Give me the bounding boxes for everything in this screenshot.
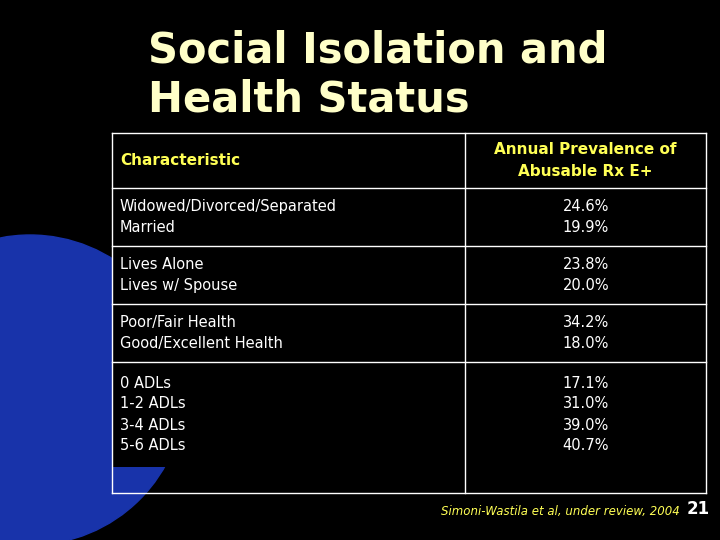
Text: Health Status: Health Status (148, 78, 469, 120)
Text: 0 ADLs
1-2 ADLs
3-4 ADLs
5-6 ADLs: 0 ADLs 1-2 ADLs 3-4 ADLs 5-6 ADLs (120, 375, 186, 454)
Text: 21: 21 (687, 500, 710, 518)
Bar (112, 362, 706, 467)
Bar (112, 246, 706, 304)
Text: Annual Prevalence of
Abusable Rx E+: Annual Prevalence of Abusable Rx E+ (495, 143, 677, 179)
Circle shape (0, 235, 185, 540)
Text: Poor/Fair Health
Good/Excellent Health: Poor/Fair Health Good/Excellent Health (120, 315, 283, 351)
Text: Widowed/Divorced/Separated
Married: Widowed/Divorced/Separated Married (120, 199, 337, 235)
Bar (112, 188, 706, 246)
Text: 17.1%
31.0%
39.0%
40.7%: 17.1% 31.0% 39.0% 40.7% (562, 375, 609, 454)
Text: Simoni-Wastila et al, under review, 2004: Simoni-Wastila et al, under review, 2004 (441, 505, 680, 518)
Bar (112, 133, 706, 188)
Text: 34.2%
18.0%: 34.2% 18.0% (562, 315, 609, 351)
Text: 24.6%
19.9%: 24.6% 19.9% (562, 199, 609, 235)
Text: Lives Alone
Lives w/ Spouse: Lives Alone Lives w/ Spouse (120, 257, 238, 293)
Text: 23.8%
20.0%: 23.8% 20.0% (562, 257, 609, 293)
Text: Characteristic: Characteristic (120, 153, 240, 168)
Text: Social Isolation and: Social Isolation and (148, 30, 607, 72)
Bar (112, 304, 706, 362)
